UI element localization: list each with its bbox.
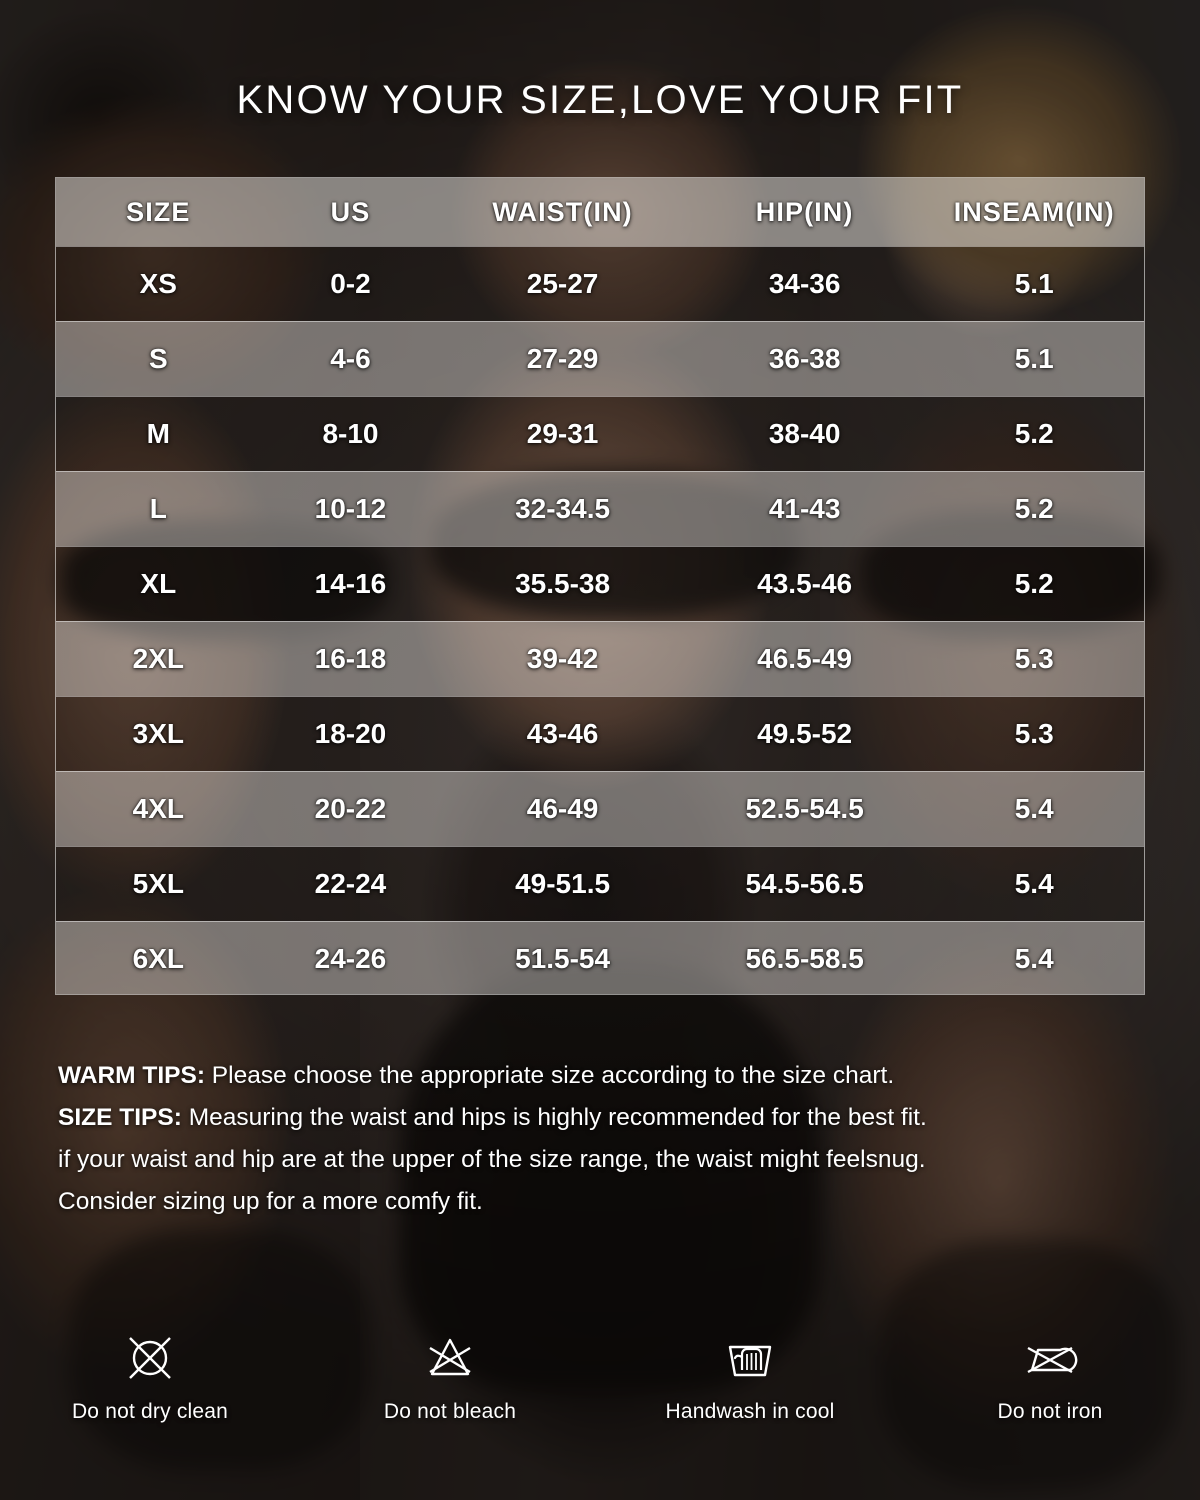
cell-waist: 49-51.5 <box>515 868 611 899</box>
tips-block: WARM TIPS: Please choose the appropriate… <box>58 1055 1158 1223</box>
tips-line-3: if your waist and hip are at the upper o… <box>58 1146 926 1173</box>
handwash-icon <box>728 1345 772 1377</box>
care-label-handwash: Handwash in cool <box>665 1400 835 1423</box>
care-label-dry-clean: Do not dry clean <box>71 1400 229 1423</box>
cell-hip: 54.5-56.5 <box>745 868 864 899</box>
cell-hip: 34-36 <box>768 268 841 299</box>
care-item-iron: Do not iron <box>900 1330 1200 1424</box>
care-item-dry-clean: Do not dry clean <box>0 1330 300 1424</box>
cell-us: 18-20 <box>314 718 387 749</box>
cell-size: M <box>146 418 170 449</box>
table-row: L 10-12 32-34.5 41-43 5.2 <box>56 471 1144 546</box>
cell-size: XS <box>139 268 177 299</box>
table-row: 6XL 24-26 51.5-54 56.5-58.5 5.4 <box>56 921 1144 994</box>
cell-size: XL <box>140 568 177 599</box>
care-item-bleach: Do not bleach <box>300 1330 600 1424</box>
table-row: 3XL 18-20 43-46 49.5-52 5.3 <box>56 696 1144 771</box>
table-row: S 4-6 27-29 36-38 5.1 <box>56 321 1144 396</box>
column-header-us: US <box>330 196 371 227</box>
page-title: KNOW YOUR SIZE,LOVE YOUR FIT <box>236 78 964 122</box>
cell-size: L <box>149 493 167 524</box>
cell-us: 4-6 <box>330 343 371 374</box>
column-header-inseam: INSEAM(IN) <box>953 196 1115 227</box>
cell-us: 22-24 <box>314 868 387 899</box>
warm-tips-line: WARM TIPS: Please choose the appropriate… <box>58 1055 1158 1097</box>
cell-size: 2XL <box>132 643 184 674</box>
cell-us: 16-18 <box>314 643 387 674</box>
cell-inseam: 5.2 <box>1014 493 1054 524</box>
cell-hip: 38-40 <box>768 418 841 449</box>
cell-waist: 39-42 <box>526 643 599 674</box>
size-tips-line: SIZE TIPS: Measuring the waist and hips … <box>58 1097 1158 1139</box>
cell-inseam: 5.4 <box>1014 943 1054 974</box>
cell-waist: 29-31 <box>526 418 599 449</box>
column-header-waist: WAIST(IN) <box>492 196 633 227</box>
table-row: XS 0-2 25-27 34-36 5.1 <box>56 246 1144 321</box>
cell-us: 10-12 <box>314 493 387 524</box>
size-tips-text: Measuring the waist and hips is highly r… <box>181 1104 927 1131</box>
cell-inseam: 5.2 <box>1014 568 1054 599</box>
care-instructions: Do not dry clean Do not bleach Handwash … <box>0 1330 1200 1424</box>
cell-inseam: 5.2 <box>1014 418 1054 449</box>
cell-hip: 46.5-49 <box>757 643 853 674</box>
cell-hip: 52.5-54.5 <box>745 793 864 824</box>
cell-hip: 56.5-58.5 <box>745 943 864 974</box>
cell-hip: 41-43 <box>768 493 841 524</box>
cell-size: 4XL <box>132 793 184 824</box>
cell-hip: 49.5-52 <box>757 718 853 749</box>
cell-hip: 36-38 <box>768 343 841 374</box>
tips-line-4: Consider sizing up for a more comfy fit. <box>58 1188 483 1215</box>
cell-waist: 35.5-38 <box>515 568 611 599</box>
cell-waist: 43-46 <box>526 718 599 749</box>
cell-inseam: 5.3 <box>1014 718 1054 749</box>
cell-inseam: 5.1 <box>1014 343 1054 374</box>
care-label-iron: Do not iron <box>997 1400 1103 1423</box>
cell-size: 6XL <box>132 943 184 974</box>
cell-size: 3XL <box>132 718 184 749</box>
cell-us: 20-22 <box>314 793 387 824</box>
care-label-bleach: Do not bleach <box>383 1400 517 1423</box>
do-not-iron-icon <box>1027 1346 1078 1374</box>
warm-tips-text: Please choose the appropriate size accor… <box>205 1062 895 1089</box>
cell-waist: 25-27 <box>526 268 599 299</box>
table-row: XL 14-16 35.5-38 43.5-46 5.2 <box>56 546 1144 621</box>
cell-inseam: 5.4 <box>1014 793 1054 824</box>
column-header-hip: HIP(IN) <box>755 196 854 227</box>
cell-size: 5XL <box>132 868 184 899</box>
table-header-row: SIZE US WAIST(IN) HIP(IN) INSEAM(IN) <box>56 178 1144 246</box>
cell-waist: 51.5-54 <box>515 943 611 974</box>
cell-us: 14-16 <box>314 568 387 599</box>
care-item-handwash: Handwash in cool <box>600 1330 900 1424</box>
table-row: 5XL 22-24 49-51.5 54.5-56.5 5.4 <box>56 846 1144 921</box>
cell-hip: 43.5-46 <box>757 568 853 599</box>
table-row: M 8-10 29-31 38-40 5.2 <box>56 396 1144 471</box>
do-not-bleach-icon <box>429 1338 471 1376</box>
column-header-size: SIZE <box>126 196 191 227</box>
cell-us: 24-26 <box>314 943 387 974</box>
cell-waist: 46-49 <box>526 793 599 824</box>
cell-waist: 32-34.5 <box>515 493 611 524</box>
warm-tips-label: WARM TIPS: <box>58 1062 205 1089</box>
size-chart-table: SIZE US WAIST(IN) HIP(IN) INSEAM(IN) XS … <box>55 177 1145 995</box>
size-tips-label: SIZE TIPS: <box>58 1104 182 1131</box>
cell-size: S <box>148 343 168 374</box>
table-row: 2XL 16-18 39-42 46.5-49 5.3 <box>56 621 1144 696</box>
cell-us: 8-10 <box>322 418 379 449</box>
do-not-dry-clean-icon <box>129 1337 171 1379</box>
cell-us: 0-2 <box>330 268 371 299</box>
table-row: 4XL 20-22 46-49 52.5-54.5 5.4 <box>56 771 1144 846</box>
cell-inseam: 5.4 <box>1014 868 1054 899</box>
cell-inseam: 5.1 <box>1014 268 1054 299</box>
cell-inseam: 5.3 <box>1014 643 1054 674</box>
cell-waist: 27-29 <box>526 343 599 374</box>
